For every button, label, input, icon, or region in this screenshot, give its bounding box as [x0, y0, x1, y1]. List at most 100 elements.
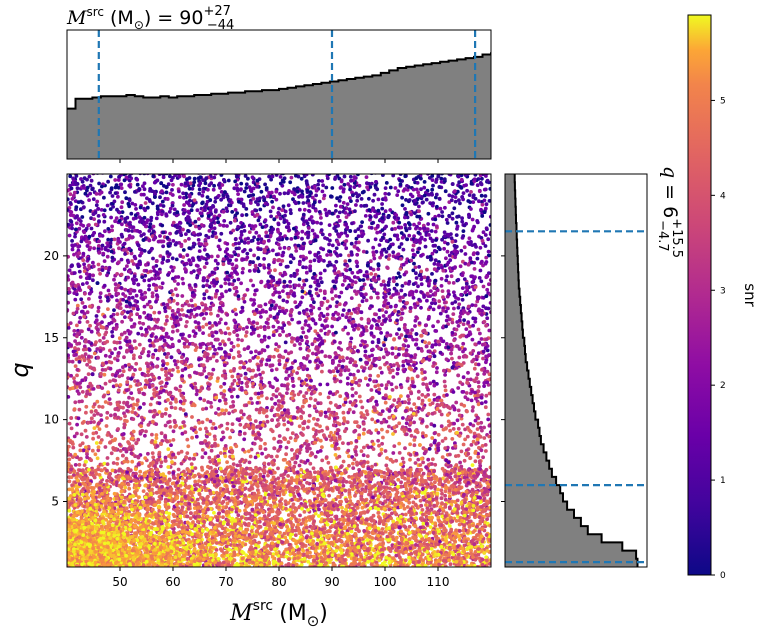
scatter-point	[226, 326, 231, 331]
scatter-point	[446, 289, 451, 294]
scatter-point	[219, 317, 223, 322]
scatter-point	[428, 289, 433, 293]
scatter-point	[439, 412, 444, 417]
scatter-point	[269, 177, 273, 182]
scatter-point	[206, 400, 211, 404]
scatter-point	[91, 197, 96, 202]
scatter-point	[462, 318, 466, 322]
scatter-point	[431, 168, 435, 172]
scatter-point	[147, 283, 152, 288]
scatter-point	[468, 291, 472, 296]
scatter-point	[186, 444, 191, 449]
scatter-point	[264, 455, 269, 459]
scatter-point	[68, 174, 73, 179]
scatter-point	[368, 167, 372, 171]
scatter-point	[109, 186, 114, 191]
scatter-point	[171, 182, 175, 187]
scatter-point	[89, 178, 94, 183]
scatter-point	[338, 359, 342, 364]
scatter-point	[67, 359, 72, 364]
scatter-point	[400, 195, 404, 200]
scatter-point	[304, 535, 309, 540]
scatter-point	[417, 265, 421, 269]
scatter-point	[486, 249, 491, 254]
scatter-point	[347, 454, 351, 459]
scatter-point	[94, 318, 99, 323]
top-histogram: Msrc (M⊙) = 90+27 −44	[66, 4, 492, 163]
scatter-point	[298, 346, 303, 351]
scatter-point	[456, 297, 461, 301]
scatter-point	[337, 363, 341, 368]
scatter-point	[371, 317, 376, 322]
scatter-point	[371, 447, 376, 451]
scatter-point	[258, 207, 263, 212]
scatter-point	[212, 510, 216, 515]
scatter-point	[398, 274, 402, 279]
scatter-point	[311, 427, 316, 432]
scatter-point	[383, 209, 388, 214]
scatter-point	[319, 280, 324, 285]
scatter-point	[323, 207, 328, 212]
scatter-point	[480, 214, 485, 218]
scatter-point	[376, 197, 381, 202]
scatter-point	[209, 166, 213, 170]
scatter-point	[470, 337, 475, 342]
scatter-point	[172, 167, 176, 171]
scatter-point	[345, 233, 350, 238]
scatter-point	[150, 451, 155, 455]
scatter-point	[216, 313, 220, 318]
scatter-point	[267, 271, 271, 275]
scatter-point	[169, 373, 174, 378]
scatter-points	[67, 165, 491, 567]
scatter-point	[211, 187, 216, 192]
scatter-point	[146, 451, 150, 456]
scatter-point	[173, 425, 177, 429]
scatter-point	[425, 267, 429, 272]
scatter-point	[459, 165, 463, 169]
scatter-point	[483, 206, 488, 211]
scatter-point	[430, 187, 435, 192]
scatter-point	[152, 310, 157, 315]
scatter-point	[341, 483, 346, 488]
scatter-point	[452, 206, 457, 211]
scatter-point	[370, 353, 374, 358]
scatter-point	[290, 376, 295, 381]
scatter-point	[429, 170, 433, 174]
scatter-point	[323, 410, 328, 415]
scatter-point	[339, 290, 344, 295]
scatter-point	[363, 166, 367, 170]
scatter-point	[364, 250, 369, 255]
scatter-point	[171, 329, 175, 334]
scatter-point	[434, 329, 439, 333]
scatter-point	[185, 253, 190, 258]
scatter-point	[67, 277, 71, 282]
scatter-point	[454, 400, 459, 405]
scatter-point	[213, 165, 217, 169]
scatter-point	[161, 257, 166, 262]
scatter-point	[192, 307, 197, 312]
scatter-point	[154, 422, 159, 426]
scatter-point	[421, 460, 425, 465]
scatter-point	[225, 209, 230, 214]
scatter-point	[89, 458, 93, 463]
scatter-point	[217, 170, 221, 174]
scatter-point	[126, 201, 131, 206]
scatter-point	[217, 398, 222, 403]
scatter-point	[180, 308, 184, 312]
scatter-point	[361, 453, 366, 458]
scatter-point	[322, 296, 327, 301]
scatter-point	[342, 182, 347, 187]
scatter-point	[286, 420, 291, 424]
scatter-point	[421, 471, 426, 476]
scatter-point	[234, 183, 239, 187]
scatter-point	[260, 451, 264, 456]
scatter-point	[228, 369, 233, 373]
scatter-point	[281, 204, 286, 209]
scatter-point	[320, 445, 324, 449]
scatter-point	[396, 189, 401, 194]
scatter-point	[201, 278, 206, 283]
scatter-point	[445, 249, 450, 254]
scatter-point	[442, 368, 446, 373]
scatter-point	[229, 348, 234, 353]
